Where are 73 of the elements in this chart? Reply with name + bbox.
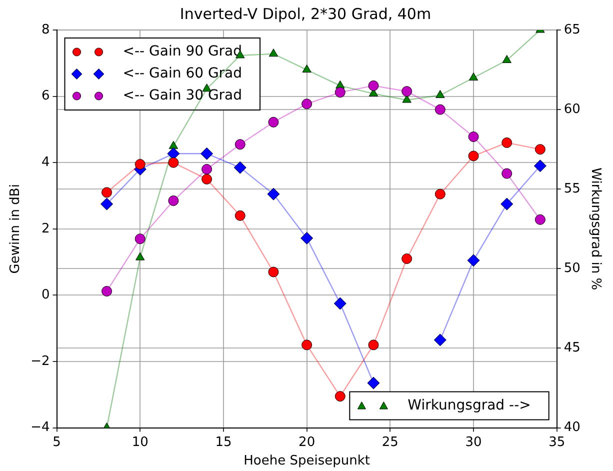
point <box>168 140 178 149</box>
y-tick-label: 0 <box>41 288 50 303</box>
point <box>436 90 445 98</box>
point <box>534 214 546 225</box>
x-axis-title: Hoehe Speisepunkt <box>244 454 370 469</box>
chart-title: Inverted-V Dipol, 2*30 Grad, 40m <box>180 4 432 23</box>
point <box>100 198 114 210</box>
point <box>468 150 479 162</box>
point <box>334 391 346 402</box>
legend-label: <-- Gain 60 Grad <box>122 66 242 82</box>
point <box>402 86 412 97</box>
point <box>202 164 212 174</box>
legend-label: Wirkungsgrad --> <box>408 397 531 414</box>
y2-tick-label: 45 <box>564 340 580 356</box>
point <box>267 188 280 200</box>
point <box>334 87 346 98</box>
point <box>268 116 279 128</box>
y-tick-label: 6 <box>41 88 50 104</box>
point <box>134 159 146 170</box>
point <box>102 187 112 198</box>
point <box>302 64 312 73</box>
y2-tick-label: 50 <box>564 261 580 276</box>
y-tick-label: 2 <box>41 221 50 236</box>
point <box>367 376 380 390</box>
y2-tick-label: 65 <box>564 22 580 38</box>
point <box>134 234 146 244</box>
point <box>368 80 379 91</box>
point <box>534 144 546 155</box>
y2-tick-label: 60 <box>564 102 580 117</box>
x-tick-label: 20 <box>298 434 316 450</box>
legend-label: <-- Gain 30 Grad <box>122 88 242 104</box>
x-tick-label: 15 <box>215 434 232 450</box>
point <box>434 188 446 200</box>
y2-tick-label: 40 <box>564 420 580 436</box>
point <box>136 252 145 260</box>
point <box>434 104 446 115</box>
point <box>334 297 346 310</box>
point <box>300 232 314 244</box>
point <box>302 98 312 110</box>
point <box>234 139 246 150</box>
point <box>268 266 279 278</box>
point <box>500 198 514 210</box>
x-tick-label: 35 <box>548 434 566 450</box>
x-tick-label: 10 <box>132 434 148 450</box>
point <box>402 253 412 264</box>
point <box>168 157 179 168</box>
point <box>468 72 478 80</box>
y2-axis-title: Wirkungsgrad in % <box>588 168 603 290</box>
point <box>502 54 512 63</box>
y-axis-title: Gewinn in dBi <box>8 184 24 274</box>
point <box>234 210 246 221</box>
point <box>234 161 246 174</box>
x-tick-label: 5 <box>52 434 61 450</box>
point <box>502 137 512 148</box>
y-tick-label: −4 <box>30 420 50 436</box>
x-tick-label: 30 <box>465 434 482 450</box>
y-tick-label: 8 <box>41 22 50 38</box>
y2-tick-label: 55 <box>564 181 580 196</box>
x-tick-label: 25 <box>382 434 398 450</box>
y-tick-label: −2 <box>30 354 50 369</box>
point <box>302 340 312 350</box>
point <box>468 131 479 142</box>
point <box>467 254 480 267</box>
y-tick-label: 4 <box>41 154 50 170</box>
point <box>368 340 379 350</box>
point <box>168 195 179 206</box>
point <box>534 160 546 172</box>
point <box>202 174 212 184</box>
point <box>434 334 446 346</box>
point <box>102 286 112 296</box>
point <box>200 147 214 160</box>
point <box>268 48 278 57</box>
point <box>502 168 512 179</box>
